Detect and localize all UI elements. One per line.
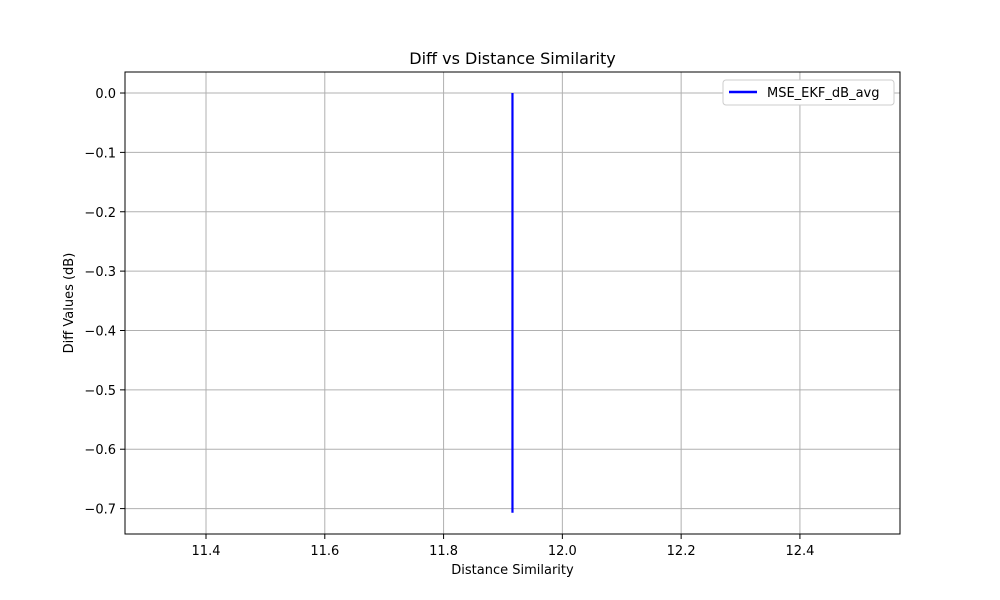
x-axis: 11.4 11.6 11.8 12.0 12.2 12.4 — [192, 534, 814, 559]
y-axis: 0.0 −0.1 −0.2 −0.3 −0.4 −0.5 −0.6 −0.7 — [84, 87, 125, 518]
legend-box — [722, 79, 895, 106]
x-axis-label: Distance Similarity — [451, 563, 574, 578]
y-axis-label: Diff Values (dB) — [62, 253, 77, 354]
x-tick-label: 12.4 — [785, 544, 814, 559]
x-tick-label: 11.4 — [192, 544, 221, 559]
y-tick-label: −0.3 — [84, 265, 116, 280]
legend: MSE_EKF_dB_avg — [722, 79, 895, 106]
chart-title: Diff vs Distance Similarity — [409, 49, 615, 68]
y-tick-label: −0.6 — [84, 443, 116, 458]
x-tick-label: 11.8 — [429, 544, 458, 559]
y-tick-label: −0.1 — [84, 146, 116, 161]
y-tick-label: −0.5 — [84, 384, 116, 399]
legend-label: MSE_EKF_dB_avg — [767, 86, 879, 101]
plot-area-frame — [124, 71, 901, 535]
x-tick-label: 11.6 — [310, 544, 339, 559]
y-tick-label: −0.4 — [84, 324, 116, 339]
x-tick-label: 12.2 — [667, 544, 696, 559]
y-tick-label: 0.0 — [95, 87, 116, 102]
y-tick-label: −0.2 — [84, 206, 116, 221]
x-tick-label: 12.0 — [548, 544, 577, 559]
y-tick-label: −0.7 — [84, 503, 116, 518]
